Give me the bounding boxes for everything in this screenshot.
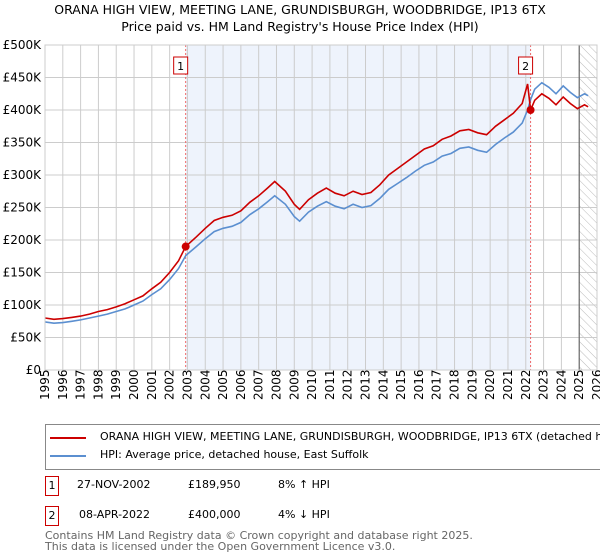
transaction-date: 27-NOV-2002 [77, 478, 151, 491]
y-tick-label: £250K [3, 201, 43, 215]
x-tick-label: 2019 [465, 369, 479, 400]
y-tick-label: £0 [26, 363, 41, 377]
y-tick-label: £450K [3, 71, 43, 85]
transaction-hpi: 8% ↑ HPI [278, 478, 330, 491]
transaction-date: 08-APR-2022 [79, 508, 151, 521]
footer-licence: This data is licensed under the Open Gov… [45, 540, 396, 553]
x-tick-label: 2002 [163, 369, 177, 400]
x-tick-label: 2023 [537, 369, 551, 400]
sale-marker-label: 2 [522, 60, 529, 73]
legend-label: HPI: Average price, detached house, East… [100, 448, 369, 461]
chart-title: ORANA HIGH VIEW, MEETING LANE, GRUNDISBU… [54, 2, 546, 17]
x-tick-label: 2018 [448, 369, 462, 400]
x-tick-label: 1999 [109, 369, 123, 400]
x-tick-label: 1996 [56, 369, 70, 400]
x-tick-label: 1995 [38, 369, 52, 400]
price-chart: £0 £50K £100K £150K £200K £250K £300K £350K £400… [3, 38, 600, 400]
x-tick-label: 1997 [74, 369, 88, 400]
transaction-price: £400,000 [188, 508, 241, 521]
property-price-line [44, 83, 589, 321]
x-tick-label: 2000 [127, 369, 141, 400]
y-tick-label: £300K [3, 168, 43, 182]
x-tick-label: 2025 [572, 369, 586, 400]
y-tick-label: £350K [3, 136, 43, 150]
x-tick-label: 2011 [323, 369, 337, 400]
sale-point [526, 106, 535, 114]
x-tick-label: 2012 [341, 369, 355, 400]
transaction-hpi: 4% ↓ HPI [278, 508, 330, 521]
x-tick-label: 2020 [483, 369, 497, 400]
x-tick-label: 2004 [198, 369, 212, 400]
x-tick-label: 2008 [269, 369, 283, 400]
footer: Contains HM Land Registry data © Crown c… [45, 530, 473, 552]
x-tick-label: 2015 [394, 369, 408, 400]
x-tick-label: 2013 [359, 369, 373, 400]
legend-swatch-red [50, 437, 86, 439]
plot-border [44, 44, 598, 371]
sale-marker-label: 1 [177, 60, 184, 73]
sale-point [181, 242, 190, 251]
sale-marker-box [518, 56, 534, 75]
x-tick-label: 2009 [287, 369, 301, 400]
legend-label: ORANA HIGH VIEW, MEETING LANE, GRUNDISBU… [100, 430, 600, 443]
y-tick-label: £50K [10, 331, 42, 345]
x-tick-label: 1998 [91, 369, 105, 400]
x-tick-label: 2017 [430, 369, 444, 400]
transaction-price: £189,950 [188, 478, 241, 491]
x-tick-label: 2022 [519, 369, 533, 400]
x-tick-label: 2024 [554, 369, 568, 400]
sale-marker-box [173, 56, 189, 75]
y-tick-label: £400K [3, 103, 43, 117]
legend: ORANA HIGH VIEW, MEETING LANE, GRUNDISBU… [45, 424, 600, 470]
x-tick-label: 2026 [590, 369, 600, 400]
x-tick-label: 2005 [216, 369, 230, 400]
x-tick-label: 2016 [412, 369, 426, 400]
marker-badge: 1 [45, 476, 59, 496]
x-tick-label: 2007 [252, 369, 266, 400]
y-tick-label: £100K [3, 298, 43, 312]
footer-copyright: Contains HM Land Registry data © Crown c… [45, 529, 473, 542]
y-tick-label: £500K [3, 38, 43, 52]
x-tick-label: 2003 [180, 369, 194, 400]
x-tick-label: 2010 [305, 369, 319, 400]
x-tick-label: 2006 [234, 369, 248, 400]
y-tick-label: £150K [3, 266, 43, 280]
x-tick-label: 2021 [501, 369, 515, 400]
legend-swatch-blue [50, 455, 86, 457]
x-tick-label: 2014 [376, 369, 390, 400]
x-tick-label: 2001 [145, 369, 159, 400]
y-tick-label: £200K [3, 233, 43, 247]
hpi-line [44, 81, 589, 325]
marker-badge: 2 [45, 506, 59, 526]
chart-subtitle: Price paid vs. HM Land Registry's House … [121, 19, 479, 34]
